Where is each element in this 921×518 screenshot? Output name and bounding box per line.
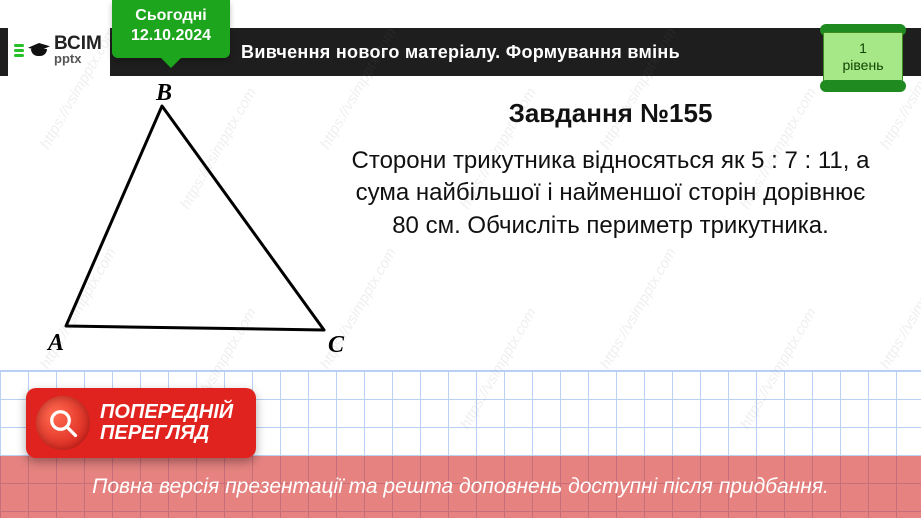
triangle-svg bbox=[28, 100, 338, 350]
brand-text: ВСІМ pptx bbox=[54, 35, 102, 65]
vertex-label-c: C bbox=[328, 332, 344, 359]
preview-line1: ПОПЕРЕДНІЙ bbox=[100, 401, 233, 423]
date-tag: Сьогодні 12.10.2024 bbox=[112, 0, 230, 58]
level-badge-paper: 1 рівень bbox=[823, 32, 903, 82]
task-title: Завдання №155 bbox=[340, 98, 881, 129]
brand-logo: ВСІМ pptx bbox=[8, 22, 110, 78]
date-tag-date: 12.10.2024 bbox=[120, 26, 222, 46]
preview-button[interactable]: ПОПЕРЕДНІЙ ПЕРЕГЛЯД bbox=[26, 388, 256, 458]
triangle-figure: A B C bbox=[0, 92, 340, 368]
triangle-shape bbox=[66, 106, 324, 330]
magnifier-icon bbox=[36, 396, 90, 450]
level-badge: 1 рівень bbox=[823, 24, 903, 92]
slide-root: https://vsimpptx.com https://vsimpptx.co… bbox=[0, 0, 921, 518]
date-tag-label: Сьогодні bbox=[120, 6, 222, 26]
wifi-icon bbox=[14, 43, 24, 58]
vertex-label-a: A bbox=[48, 330, 64, 357]
graduation-cap-icon bbox=[28, 43, 50, 57]
level-number: 1 bbox=[859, 40, 867, 57]
task-text: Сторони трикутника відносяться як 5 : 7 … bbox=[340, 145, 881, 242]
brand-line2: pptx bbox=[54, 53, 102, 65]
vertex-label-b: B bbox=[156, 80, 172, 107]
content-area: A B C Завдання №155 Сторони трикутника в… bbox=[0, 92, 921, 368]
footer-text: Повна версія презентації та решта доповн… bbox=[92, 474, 829, 499]
preview-button-text: ПОПЕРЕДНІЙ ПЕРЕГЛЯД bbox=[100, 402, 233, 444]
task-block: Завдання №155 Сторони трикутника віднося… bbox=[340, 92, 921, 368]
preview-line2: ПЕРЕГЛЯД bbox=[100, 422, 209, 444]
footer-message: Повна версія презентації та решта доповн… bbox=[0, 456, 921, 518]
scroll-roll-icon bbox=[820, 80, 906, 92]
level-label: рівень bbox=[843, 57, 884, 74]
